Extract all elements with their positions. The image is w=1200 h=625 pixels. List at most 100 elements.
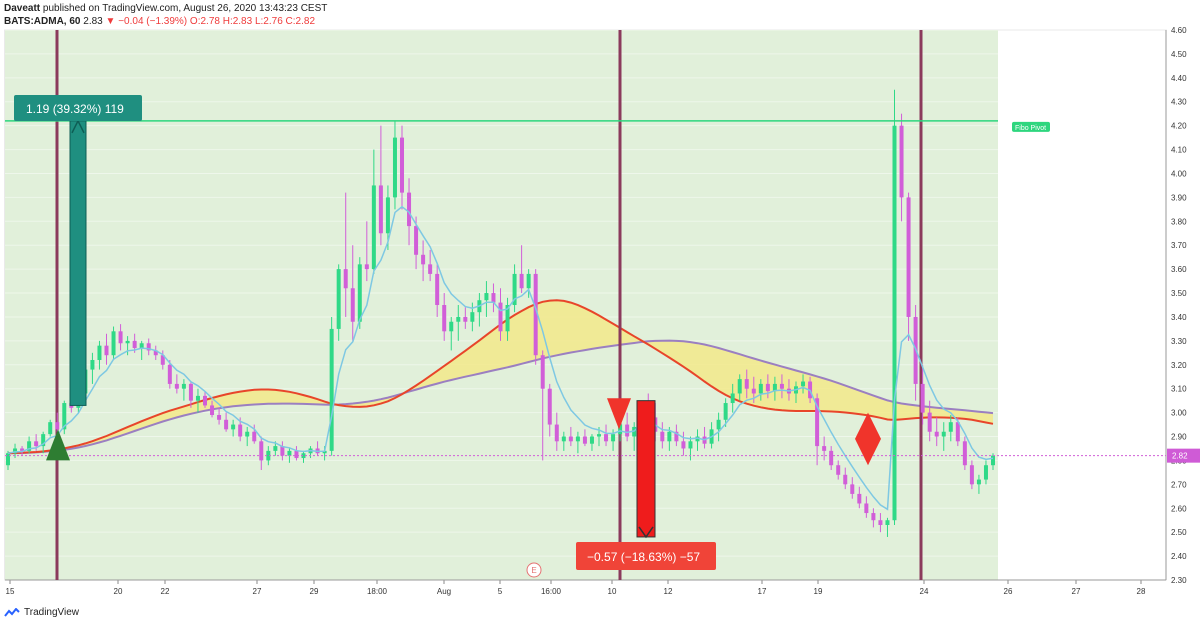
candle-body	[34, 441, 39, 447]
candle-body	[343, 269, 348, 289]
candle-body	[801, 381, 806, 387]
y-tick-label: 3.40	[1171, 313, 1187, 322]
candle-body	[238, 424, 243, 437]
candle-body	[294, 450, 299, 459]
candle-body	[203, 395, 207, 406]
candle-body	[533, 273, 538, 356]
candle-body	[864, 503, 869, 514]
candle-body	[259, 441, 264, 461]
y-tick-label: 4.20	[1171, 122, 1187, 131]
y-tick-label: 4.50	[1171, 50, 1187, 59]
slow-ma-line	[7, 339, 994, 455]
candle-body	[470, 312, 475, 322]
candle-body	[604, 434, 609, 442]
y-tick-label: 3.70	[1171, 241, 1187, 250]
y-tick-label: 4.30	[1171, 98, 1187, 107]
long-position-box[interactable]	[69, 120, 87, 406]
candle-body	[463, 316, 468, 322]
candle-body	[751, 388, 756, 394]
down-arrow-icon: ▼	[105, 16, 116, 27]
fibo-pivot-label: Fibo Pivot	[1015, 125, 1046, 132]
candle-body	[976, 479, 981, 485]
candle-body	[681, 441, 686, 449]
candle-body	[132, 340, 137, 349]
candle-body	[962, 441, 967, 466]
candle-body	[350, 288, 355, 322]
candle-body	[195, 395, 200, 401]
candle-body	[688, 441, 693, 449]
short-position-label-box[interactable]	[576, 542, 716, 570]
candle-body	[716, 419, 721, 430]
long-position-label-box[interactable]	[14, 95, 142, 121]
y-tick-label: 2.90	[1171, 433, 1187, 442]
y-tick-label: 2.60	[1171, 504, 1187, 513]
candle-body	[118, 331, 123, 344]
candle-body	[920, 383, 925, 413]
x-tick-label: 18:00	[367, 587, 388, 596]
buy-marker-icon[interactable]	[46, 429, 70, 461]
earnings-marker-icon[interactable]	[526, 562, 542, 578]
symbol-line: BATS:ADMA, 60 2.83 ▼ −0.04 (−1.39%) O:2.…	[4, 16, 315, 27]
candle-body	[231, 424, 236, 430]
candle-body	[892, 125, 897, 521]
long-position-label: 1.19 (39.32%) 119	[26, 102, 124, 116]
short-position-label: −0.57 (−18.63%) −57	[587, 550, 700, 564]
sell-marker-icon[interactable]	[607, 398, 631, 430]
y-tick-label: 2.70	[1171, 480, 1187, 489]
candle-body	[174, 383, 179, 389]
candle-body	[245, 431, 250, 437]
candle-body	[871, 513, 876, 521]
tradingview-logo-icon	[4, 607, 20, 617]
y-tick-label: 3.10	[1171, 385, 1187, 394]
candle-body	[484, 293, 489, 301]
y-tick-label: 3.20	[1171, 361, 1187, 370]
candle-body	[392, 137, 397, 198]
current-price-label: 2.82	[1172, 452, 1188, 461]
candle-body	[287, 450, 292, 456]
candle-body	[449, 321, 454, 332]
candle-body	[969, 465, 974, 485]
candle-body	[723, 403, 728, 420]
candle-body	[589, 436, 594, 444]
x-tick-label: 5	[498, 587, 503, 596]
candle-body	[955, 422, 960, 442]
candle-body	[428, 264, 433, 274]
candle-body	[491, 293, 496, 303]
candle-body	[597, 434, 601, 437]
candle-body	[41, 434, 46, 447]
candle-body	[611, 434, 616, 442]
earnings-marker-label: E	[531, 566, 536, 575]
candle-body	[815, 398, 820, 447]
y-tick-label: 3.00	[1171, 409, 1187, 418]
x-tick-label: 28	[1137, 587, 1146, 596]
candle-body	[941, 431, 946, 437]
y-tick-label: 3.90	[1171, 193, 1187, 202]
candle-body	[836, 465, 841, 475]
exit-diamond-icon[interactable]	[855, 412, 881, 466]
y-tick-label: 3.50	[1171, 289, 1187, 298]
candle-body	[554, 424, 559, 442]
candle-body	[378, 185, 383, 234]
footer-brand[interactable]: TradingView	[4, 607, 79, 618]
candle-body	[146, 343, 151, 351]
candle-body	[27, 441, 32, 451]
candle-body	[252, 431, 257, 442]
x-tick-label: 10	[608, 587, 617, 596]
candle-body	[730, 393, 735, 404]
candle-body	[505, 305, 510, 332]
y-tick-label: 4.10	[1171, 146, 1187, 155]
candle-body	[48, 422, 53, 435]
y-tick-label: 2.30	[1171, 576, 1187, 585]
candle-body	[336, 269, 341, 329]
candle-body	[927, 412, 932, 432]
candle-body	[224, 419, 229, 430]
candle-body	[737, 379, 742, 394]
candle-body	[90, 360, 95, 370]
candle-body	[62, 403, 67, 430]
candle-body	[139, 343, 144, 349]
candle-body	[266, 450, 271, 461]
candle-body	[329, 328, 334, 451]
author-name[interactable]: Daveatt	[4, 3, 41, 14]
short-position-box[interactable]	[636, 400, 656, 538]
